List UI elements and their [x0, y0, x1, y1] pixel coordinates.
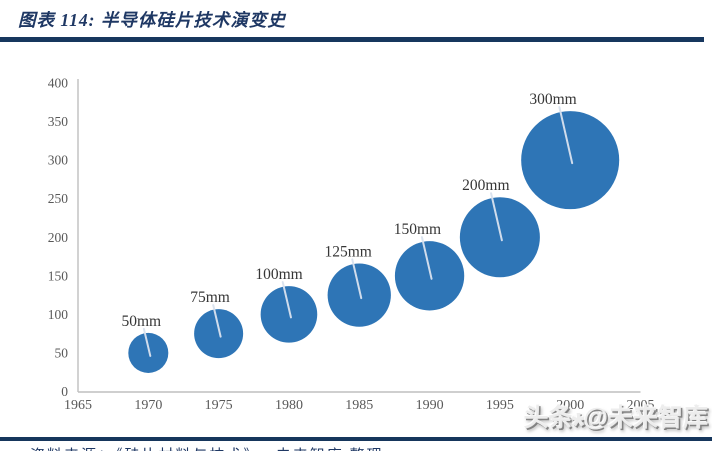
bubble-label-1995: 200mm	[462, 177, 509, 194]
bubble-label-2000: 300mm	[529, 91, 576, 108]
x-tick-label-1995: 1995	[486, 398, 514, 413]
bubble-label-1990: 150mm	[394, 221, 441, 238]
leader-line-1985	[351, 258, 363, 300]
x-tick-label-1990: 1990	[416, 398, 444, 413]
y-tick-label-0: 0	[61, 384, 68, 399]
bubble-label-1985: 125mm	[324, 243, 371, 260]
leader-line-1970	[142, 327, 152, 357]
leader-line-1980	[281, 281, 292, 319]
wafer-bubble-1970	[128, 332, 169, 373]
bottom-divider	[0, 437, 712, 441]
y-tick-label-100: 100	[48, 307, 69, 322]
x-tick-label-1970: 1970	[134, 398, 162, 413]
source-text-clipped: 资料来源：《硅片材料与技术》， 未来智库 整理	[30, 444, 384, 451]
leader-line-2000	[558, 106, 574, 165]
wafer-bubble-2000	[521, 111, 620, 210]
watermark-prefix: 头条	[523, 404, 574, 432]
wafer-bubble-1995	[459, 197, 540, 278]
y-tick-label-150: 150	[48, 268, 69, 283]
bubble-label-1970: 50mm	[121, 313, 161, 330]
y-tick-label-250: 250	[48, 191, 69, 206]
wafer-bubble-1985	[327, 263, 391, 327]
figure-title: 图表 114: 半导体硅片技术演变史	[18, 10, 286, 30]
leader-line-1995	[490, 192, 503, 242]
wafer-bubble-1980	[260, 286, 318, 343]
bubble-label-1975: 75mm	[190, 289, 230, 306]
leader-line-1975	[212, 304, 222, 338]
y-tick-label-400: 400	[48, 76, 69, 91]
leader-line-1990	[420, 236, 433, 280]
y-tick-label-50: 50	[55, 345, 69, 360]
x-tick-label-2000: 2000	[556, 398, 584, 413]
top-divider	[0, 37, 704, 42]
watermark: 头条*@未来智库	[523, 404, 708, 446]
x-tick-label-1980: 1980	[275, 398, 303, 413]
y-tick-label-300: 300	[48, 153, 69, 168]
y-tick-label-350: 350	[48, 114, 69, 129]
y-tick-label-200: 200	[48, 230, 69, 245]
x-tick-label-2005: 2005	[627, 398, 655, 413]
x-tick-label-1965: 1965	[64, 398, 92, 413]
wafer-bubble-1990	[394, 241, 465, 311]
x-tick-label-1985: 1985	[345, 398, 373, 413]
bubble-label-1980: 100mm	[255, 266, 302, 283]
wafer-bubble-1975	[194, 309, 244, 359]
watermark-handle: @未来智库	[583, 404, 708, 432]
x-tick-label-1975: 1975	[205, 398, 233, 413]
